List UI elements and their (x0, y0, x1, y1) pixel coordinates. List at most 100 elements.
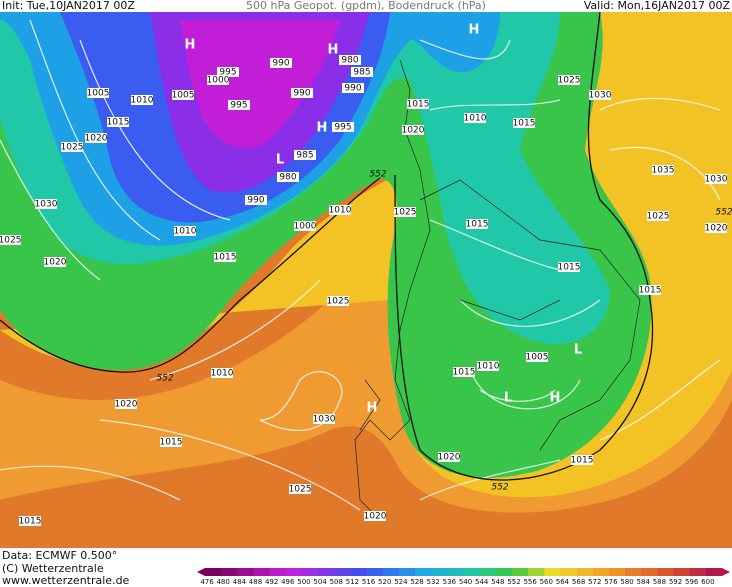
scale-swatch (608, 568, 626, 576)
scale-swatch (560, 568, 578, 576)
isobar-label: 1030 (35, 200, 58, 210)
scale-swatch (366, 568, 384, 576)
scale-label: 572 (588, 578, 601, 586)
scale-swatch (334, 568, 351, 576)
label-box (160, 437, 182, 447)
scale-swatch (625, 568, 642, 576)
isobar-label: 995 (334, 123, 351, 133)
label-box (464, 113, 486, 123)
label-box (652, 165, 674, 175)
scale-label: 552 (507, 578, 520, 586)
isobar-label: 1000 (294, 222, 317, 232)
isobar-label: 1020 (44, 258, 67, 268)
isobar-label: 1000 (207, 76, 230, 86)
label-box (339, 55, 361, 65)
isobar-label: 1010 (464, 114, 487, 124)
isobar-label: 995 (230, 101, 247, 111)
label-box (245, 195, 267, 205)
isobar-label: 1015 (571, 456, 594, 466)
scale-swatch (237, 568, 254, 576)
label-box (394, 207, 416, 217)
label-box (571, 455, 593, 465)
coastlines (354, 59, 641, 521)
scale-swatch (528, 568, 545, 576)
label-box (647, 211, 669, 221)
label-box (61, 142, 83, 152)
scale-swatch (544, 568, 561, 576)
label-box (85, 133, 107, 143)
isobar-label: 1005 (87, 89, 110, 99)
isobar-label: 1015 (19, 517, 42, 527)
valid-time: Valid: Mon,16JAN2017 00Z (584, 0, 731, 12)
scale-label: 596 (685, 578, 699, 586)
pressure-center: H (185, 38, 196, 53)
scale-label: 484 (233, 578, 247, 586)
scale-label: 568 (572, 578, 585, 586)
pressure-center: H (469, 23, 480, 38)
scale-label: 576 (604, 578, 618, 586)
label-box (402, 125, 424, 135)
map-title: 500 hPa Geopot. (gpdm), Bodendruck (hPa) (246, 0, 486, 12)
label-box (291, 88, 313, 98)
label-box (107, 117, 129, 127)
isobar-label: 1035 (652, 166, 675, 176)
scale-swatch (431, 568, 448, 576)
pressure-center: L (574, 343, 582, 358)
scale-label: 560 (540, 578, 553, 586)
label-box (294, 221, 316, 231)
pressure-center: H (550, 391, 561, 406)
label-box (211, 368, 233, 378)
label-box (558, 262, 580, 272)
scale-label: 504 (313, 578, 327, 586)
scale-swatch (689, 568, 707, 576)
isobar-label: 990 (247, 196, 264, 206)
isobar-label: 980 (341, 56, 358, 66)
scale-swatch (205, 568, 222, 576)
isobar-label: 1015 (466, 220, 489, 230)
scale-swatch (269, 568, 287, 576)
isobar-label: 1015 (107, 118, 130, 128)
label-box (270, 58, 292, 68)
scale-arrow-left (197, 568, 205, 576)
label-box (466, 219, 488, 229)
website: www.wetterzentrale.de (2, 574, 130, 587)
scale-swatch (398, 568, 416, 576)
isobar-label: 1005 (172, 91, 195, 101)
label-box (705, 223, 727, 233)
label-box (228, 100, 250, 110)
label-box (277, 172, 299, 182)
label-box (477, 361, 499, 371)
pressure-center: L (504, 391, 512, 406)
scale-swatch (673, 568, 691, 576)
scale-label: 476 (200, 578, 214, 586)
scale-label: 512 (346, 578, 359, 586)
scale-label: 496 (281, 578, 295, 586)
scale-label: 600 (701, 578, 714, 586)
isobar-label: 1020 (402, 126, 425, 136)
scale-swatch (447, 568, 464, 576)
scale-label: 480 (216, 578, 229, 586)
scale-swatch (592, 568, 610, 576)
scale-swatch (576, 568, 594, 576)
init-time: Init: Tue,10JAN2017 00Z (2, 0, 135, 12)
contour-label: 552 (491, 483, 508, 493)
scale-swatch (253, 568, 271, 576)
scale-label: 500 (297, 578, 310, 586)
label-box (327, 296, 349, 306)
scale-swatch (285, 568, 303, 576)
label-box (19, 516, 41, 526)
label-box (453, 367, 475, 377)
label-box (342, 83, 364, 93)
label-box (589, 90, 611, 100)
scale-label: 516 (362, 578, 376, 586)
scale-label: 520 (378, 578, 391, 586)
scale-swatch (705, 568, 723, 576)
pressure-center: H (367, 401, 378, 416)
label-box (115, 399, 137, 409)
scale-label: 488 (249, 578, 262, 586)
pressure-center: H (328, 43, 339, 58)
label-box (174, 226, 196, 236)
isobar-label: 1020 (438, 453, 461, 463)
